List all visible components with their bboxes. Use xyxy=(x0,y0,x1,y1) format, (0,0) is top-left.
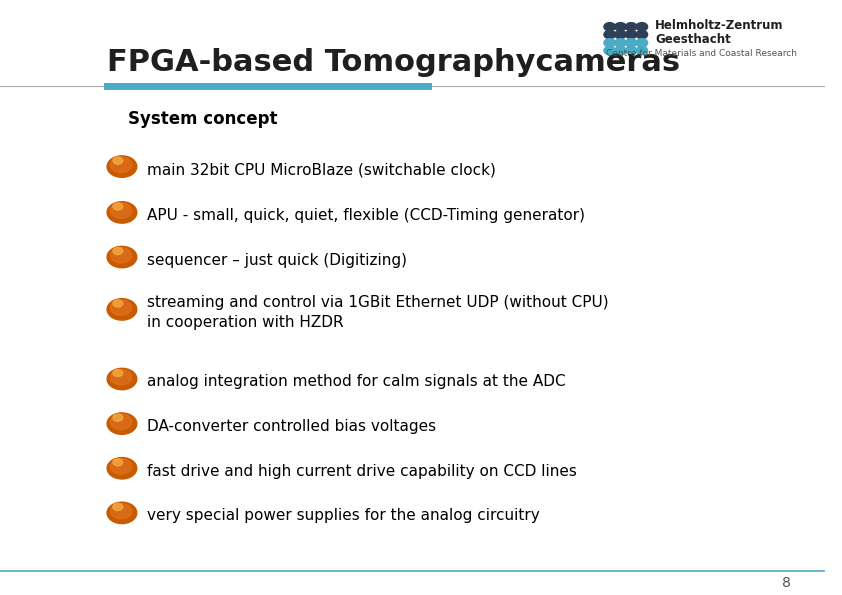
Text: very special power supplies for the analog circuitry: very special power supplies for the anal… xyxy=(147,508,540,524)
Circle shape xyxy=(636,46,647,55)
Circle shape xyxy=(636,39,647,47)
Circle shape xyxy=(113,248,123,255)
Circle shape xyxy=(113,414,123,421)
Circle shape xyxy=(107,202,136,223)
Text: 8: 8 xyxy=(782,576,791,590)
Circle shape xyxy=(113,369,123,377)
Circle shape xyxy=(110,248,132,263)
Circle shape xyxy=(110,300,132,315)
Circle shape xyxy=(113,203,123,210)
Text: FPGA-based Tomographycameras: FPGA-based Tomographycameras xyxy=(107,48,680,77)
Circle shape xyxy=(110,503,132,519)
Text: Centre for Materials and Coastal Research: Centre for Materials and Coastal Researc… xyxy=(605,49,797,58)
Circle shape xyxy=(626,23,637,31)
Circle shape xyxy=(113,503,123,511)
Circle shape xyxy=(110,203,132,218)
Text: Geesthacht: Geesthacht xyxy=(655,33,731,46)
Circle shape xyxy=(113,157,123,164)
Circle shape xyxy=(110,459,132,474)
Circle shape xyxy=(636,30,647,39)
Circle shape xyxy=(107,458,136,479)
Circle shape xyxy=(626,39,637,47)
Text: Helmholtz-Zentrum: Helmholtz-Zentrum xyxy=(655,19,784,32)
Circle shape xyxy=(110,414,132,430)
Circle shape xyxy=(107,413,136,434)
Circle shape xyxy=(604,39,616,47)
Text: APU - small, quick, quiet, flexible (CCD-Timing generator): APU - small, quick, quiet, flexible (CCD… xyxy=(147,208,584,223)
Circle shape xyxy=(615,23,626,31)
Text: main 32bit CPU MicroBlaze (switchable clock): main 32bit CPU MicroBlaze (switchable cl… xyxy=(147,162,496,177)
Circle shape xyxy=(110,369,132,385)
Circle shape xyxy=(107,246,136,268)
Circle shape xyxy=(604,46,616,55)
Text: streaming and control via 1GBit Ethernet UDP (without CPU)
in cooperation with H: streaming and control via 1GBit Ethernet… xyxy=(147,295,608,330)
Circle shape xyxy=(107,502,136,524)
Text: sequencer – just quick (Digitizing): sequencer – just quick (Digitizing) xyxy=(147,252,407,268)
Circle shape xyxy=(107,368,136,390)
Circle shape xyxy=(110,157,132,173)
Text: System concept: System concept xyxy=(128,110,277,128)
Text: fast drive and high current drive capability on CCD lines: fast drive and high current drive capabi… xyxy=(147,464,577,479)
Circle shape xyxy=(604,23,616,31)
Text: DA-converter controlled bias voltages: DA-converter controlled bias voltages xyxy=(147,419,436,434)
Circle shape xyxy=(107,156,136,177)
Circle shape xyxy=(626,46,637,55)
Circle shape xyxy=(636,23,647,31)
Circle shape xyxy=(615,39,626,47)
Circle shape xyxy=(615,30,626,39)
Circle shape xyxy=(604,30,616,39)
Text: analog integration method for calm signals at the ADC: analog integration method for calm signa… xyxy=(147,374,565,390)
Circle shape xyxy=(615,46,626,55)
Circle shape xyxy=(113,459,123,466)
Circle shape xyxy=(107,299,136,320)
Circle shape xyxy=(113,300,123,307)
Circle shape xyxy=(626,30,637,39)
